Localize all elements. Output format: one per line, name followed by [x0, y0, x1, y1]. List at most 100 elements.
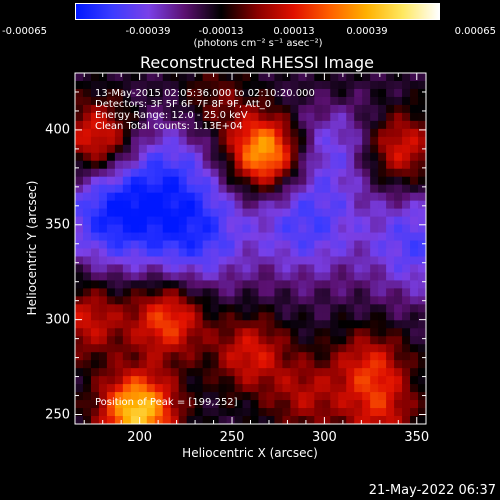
heatmap-cell [122, 304, 132, 313]
heatmap-cell [178, 312, 188, 321]
heatmap-cell [402, 376, 411, 385]
heatmap-cell [306, 320, 315, 329]
heatmap-cell [330, 408, 339, 417]
heatmap-cell [386, 80, 395, 90]
heatmap-cell [130, 408, 140, 417]
heatmap-cell [130, 264, 140, 274]
heatmap-cell [314, 224, 323, 234]
heatmap-cell [258, 400, 268, 409]
heatmap-cell [202, 136, 212, 146]
heatmap-cell [274, 296, 284, 305]
heatmap-cell [306, 264, 315, 274]
heatmap-cell [82, 208, 92, 218]
heatmap-cell [98, 200, 108, 210]
heatmap-cell [250, 352, 260, 361]
heatmap-cell [306, 328, 315, 337]
heatmap-cell [346, 192, 355, 202]
heatmap-cell [418, 112, 426, 122]
heatmap-cell [378, 264, 387, 274]
heatmap-cell [170, 248, 180, 258]
heatmap-cell [234, 288, 244, 297]
heatmap-cell [370, 96, 379, 106]
heatmap-cell [154, 104, 164, 114]
heatmap-cell [354, 352, 363, 361]
heatmap-cell [154, 320, 164, 329]
heatmap-cell [402, 120, 411, 130]
heatmap-cell [362, 320, 371, 329]
heatmap-cell [138, 144, 148, 154]
heatmap-cell [386, 384, 395, 393]
heatmap-cell [378, 400, 387, 409]
heatmap-cell [154, 176, 164, 186]
heatmap-cell [386, 136, 395, 146]
heatmap-cell [290, 216, 299, 226]
heatmap-cell [314, 73, 323, 82]
heatmap-cell [186, 168, 196, 178]
heatmap-cell [90, 216, 100, 226]
heatmap-cell [410, 328, 419, 337]
heatmap-cell [226, 280, 236, 289]
heatmap-cell [362, 280, 371, 289]
heatmap-cell [90, 112, 100, 122]
heatmap-cell [218, 368, 228, 377]
heatmap-cell [194, 73, 204, 82]
heatmap-cell [354, 336, 363, 345]
heatmap-cell [98, 136, 108, 146]
heatmap-cell [242, 360, 252, 369]
x-tick-label: 250 [219, 430, 245, 445]
heatmap-cell [75, 296, 84, 305]
heatmap-cell [82, 256, 92, 266]
heatmap-cell [274, 224, 284, 234]
heatmap-cell [234, 104, 244, 114]
heatmap-cell [138, 176, 148, 186]
heatmap-cell [274, 104, 284, 114]
heatmap-cell [106, 160, 116, 170]
heatmap-cell [330, 384, 339, 393]
heatmap-cell [162, 232, 172, 242]
heatmap-cell [418, 80, 426, 90]
heatmap-cell [362, 144, 371, 154]
heatmap-cell [258, 104, 268, 114]
heatmap-cell [338, 400, 347, 409]
heatmap-cell [90, 272, 100, 282]
heatmap-cell [122, 112, 132, 122]
heatmap-cell [330, 73, 339, 82]
heatmap-cell [298, 416, 307, 424]
heatmap-cell [306, 360, 315, 369]
heatmap-cell [258, 136, 268, 146]
heatmap-cell [130, 184, 140, 194]
heatmap-cell [114, 144, 124, 154]
heatmap-cell [370, 408, 379, 417]
heatmap-cell [274, 352, 284, 361]
heatmap-cell [258, 376, 268, 385]
heatmap-cell [154, 408, 164, 417]
heatmap-cell [162, 144, 172, 154]
heatmap-cell [386, 256, 395, 266]
heatmap-cell [418, 88, 426, 98]
heatmap-cell [338, 96, 347, 106]
heatmap-cell [210, 192, 220, 202]
heatmap-cell [218, 88, 228, 98]
heatmap-cell [410, 152, 419, 162]
heatmap-cell [362, 272, 371, 282]
heatmap-cell [386, 272, 395, 282]
heatmap-cell [266, 216, 276, 226]
heatmap-cell [386, 160, 395, 170]
heatmap-cell [138, 408, 148, 417]
heatmap-cell [106, 120, 116, 130]
heatmap-cell [402, 168, 411, 178]
heatmap-cell [186, 104, 196, 114]
heatmap-cell [314, 280, 323, 289]
heatmap-cell [210, 408, 220, 417]
heatmap-cell [146, 208, 156, 218]
heatmap-cell [178, 80, 188, 90]
heatmap-cell [186, 96, 196, 106]
heatmap-cell [410, 360, 419, 369]
heatmap-cell [106, 128, 116, 138]
heatmap-cell [226, 104, 236, 114]
heatmap-cell [370, 344, 379, 353]
heatmap-cell [410, 312, 419, 321]
heatmap-cell [202, 73, 212, 82]
heatmap-cell [386, 312, 395, 321]
heatmap-cell [394, 304, 403, 313]
